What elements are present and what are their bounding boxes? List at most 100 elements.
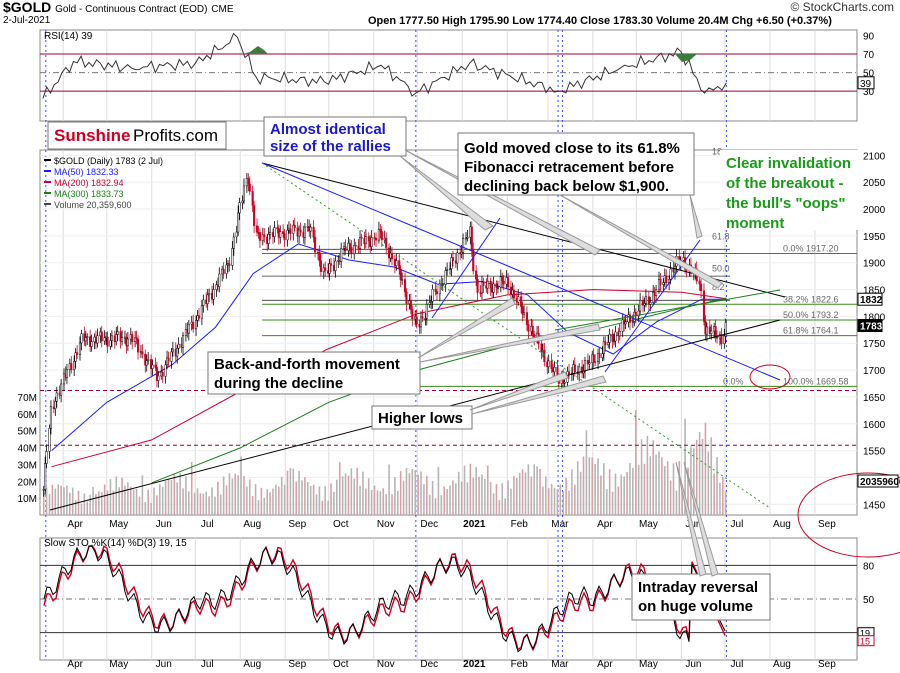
volume-bar [179,473,181,515]
price-candle-body [197,315,201,319]
volume-bar [434,498,437,515]
price-candle-body [588,362,591,365]
volume-bar [582,456,585,515]
volume-bar [547,488,550,515]
month-tick-label: Feb [511,519,529,530]
price-candle-body [55,392,58,402]
volume-bar [161,486,164,515]
price-candle-body [531,325,534,335]
volume-bar [225,485,228,515]
volume-tick-label: 60M [18,410,37,421]
volume-bar [327,500,329,515]
volume-bar [333,491,335,515]
volume-bar [713,473,715,515]
price-candle-body [492,283,495,293]
ma-value-badge: 1832 [860,295,883,306]
price-candle-body [241,200,244,203]
sto-value-badge: 19 [860,629,870,639]
price-candle-body [643,303,646,306]
month-tick-label: Jun [156,659,172,670]
volume-bar [594,464,596,515]
volume-bar [57,484,60,515]
price-candle-body [155,367,158,381]
month-tick-label: Jul [201,659,214,670]
volume-bar [367,478,370,515]
volume-bar [722,476,724,515]
price-tick-label: 1850 [863,286,886,297]
volume-bar [237,475,239,515]
price-candle-body [360,237,363,239]
price-candle-body [212,289,215,300]
volume-bar [556,489,559,515]
price-candle-body [495,283,498,288]
volume-bar [205,491,208,515]
reversal-text: on huge volume [638,598,753,615]
price-candle-body [512,289,515,299]
month-tick-label: Mar [551,659,569,670]
fib-label: 61.8 [712,231,730,241]
volume-bar [620,474,623,515]
volume-bar [562,491,565,515]
price-candle-body [324,267,327,271]
month-tick-label: Apr [67,519,83,530]
volume-bar [495,483,498,515]
price-candle-body [628,314,632,323]
volume-bar [295,481,298,515]
price-candle-body [659,278,662,285]
price-candle-body [639,299,642,312]
volume-bar [74,499,77,515]
volume-bar [559,484,562,515]
fib-label: 0.0% [723,376,744,386]
volume-bar [196,488,199,515]
month-tick-label: Feb [511,659,529,670]
volume-bar [135,488,138,515]
back-forth-arrow-2 [419,323,601,363]
fib-label: 50.0% 1793.2 [783,310,839,320]
volume-bar [414,470,416,515]
volume-bar [536,466,538,515]
volume-bar [182,488,184,515]
higher-lows-text: Higher lows [378,410,463,427]
volume-bar [669,480,672,515]
volume-bar [92,486,94,515]
price-candle-body [612,340,616,343]
back-forth-callout-box [207,351,421,395]
price-candle-body [110,335,113,341]
trendline-green-upper [554,289,781,331]
volume-tick-label: 10M [18,494,37,505]
price-candle-body [303,226,306,238]
volume-tick-label: 50M [18,427,37,438]
volume-bar [719,482,721,515]
volume-bar [359,485,361,515]
price-candle-body [167,357,170,362]
higher-lows-callout-box [371,405,473,430]
ma-line-200 [51,289,727,468]
price-candle-body [415,316,418,325]
volume-bar [89,494,91,515]
price-candle-body [430,301,433,303]
volume-bar [405,467,408,515]
volume-bar [478,476,480,515]
ohlc-readout: Open 1777.50 High 1795.90 Low 1774.40 Cl… [368,15,832,27]
price-candle-body [312,226,315,238]
price-candle-body [255,225,259,233]
price-candle-body [649,302,652,305]
volume-bar [695,439,698,515]
volume-bar [344,473,347,515]
rsi-tick-label: 70 [863,50,875,61]
volume-bar [391,494,393,515]
price-candle-body [601,353,604,358]
price-candle-body [273,227,276,237]
exchange: CME [211,4,234,15]
price-candle-body [543,349,546,362]
volume-bar [115,476,118,515]
volume-bar [486,465,489,515]
volume-bar [649,456,652,515]
month-tick-label: Jul [201,519,214,530]
volume-value-badge-box [857,474,899,488]
volume-bar [118,487,120,515]
volume-bar [661,457,663,515]
volume-bar [254,484,257,515]
price-candle-body [279,231,282,238]
month-tick-label: Sep [288,519,306,530]
